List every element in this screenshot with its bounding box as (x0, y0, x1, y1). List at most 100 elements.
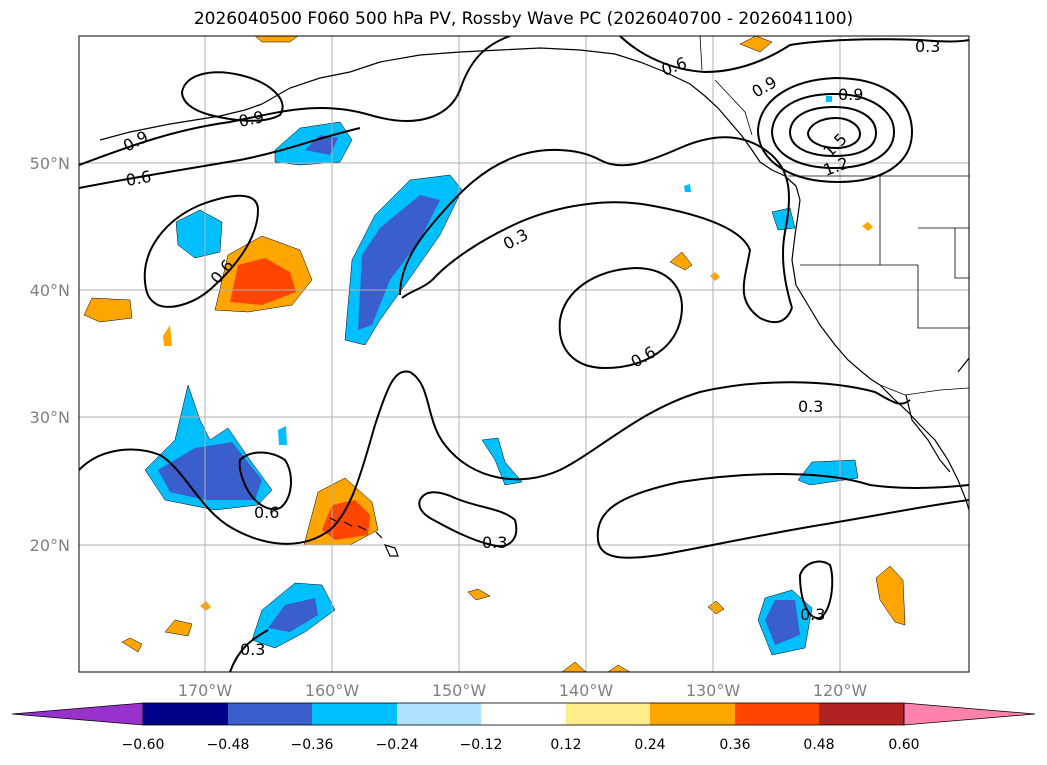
anomaly-orange-6 (164, 619, 193, 637)
map-frame (78, 35, 970, 673)
contour-label: 0.3 (482, 533, 507, 552)
contour-label: 0.3 (240, 640, 265, 659)
positive-pv-anomalies (83, 36, 906, 672)
negative-pv-anomalies (144, 96, 859, 656)
contour-bc-pv-inner (788, 105, 878, 158)
contour-bering-loop (180, 71, 284, 122)
contour-west-band-2 (79, 127, 361, 189)
pv-contours (79, 36, 969, 672)
colorbar-tick-label: −0.48 (207, 737, 250, 753)
lon-label-160w: 160°W (305, 681, 360, 700)
colorbar-extend-max (903, 702, 1036, 726)
contour-label: 0.6 (254, 503, 279, 522)
border-mountain-states (918, 227, 969, 279)
border-usa-mexico (879, 384, 969, 396)
anomaly-orange-8 (467, 588, 491, 601)
lat-label-50n: 50°N (30, 154, 70, 173)
contour-label: 0.3 (798, 397, 823, 416)
anomaly-orange-10 (739, 36, 773, 53)
contour-se-loop (798, 560, 834, 620)
colorbar: −0.60 −0.48 −0.36 −0.24 −0.12 0.12 0.24 … (11, 702, 1036, 753)
longitude-labels: 170°W 160°W 150°W 140°W 130°W 120°W (178, 681, 868, 700)
colorbar-tick-label: −0.36 (291, 737, 334, 753)
anomaly-dark-1 (305, 135, 338, 155)
contour-left-loop (143, 194, 260, 308)
anomaly-red-1 (230, 258, 296, 305)
colorbar-frame (142, 702, 905, 726)
gridlines (79, 36, 969, 672)
colorbar-tick-label: 0.48 (803, 737, 834, 753)
colorbar-segment (735, 703, 819, 725)
anomaly-blue-3 (175, 209, 223, 259)
contour-label: 0.3 (915, 37, 940, 56)
lat-label-20n: 20°N (30, 536, 70, 555)
anomaly-red-2 (322, 500, 370, 540)
contour-label: 0.9 (838, 85, 863, 104)
anomaly-orange-13 (607, 664, 631, 672)
border-west-states (800, 176, 969, 329)
anomaly-orange-11 (254, 36, 299, 43)
colorbar-tick-label: 0.24 (634, 737, 665, 753)
colorbar-tick-label: 0.12 (550, 737, 581, 753)
colorbar-tick-label: 0.36 (719, 737, 750, 753)
anomaly-blue-12 (826, 96, 832, 102)
contour-west-band (79, 36, 511, 166)
anomaly-dark-2 (358, 195, 440, 330)
map-title: 2026040500 F060 500 hPa PV, Rossby Wave … (193, 9, 854, 29)
lat-label-30n: 30°N (30, 408, 70, 427)
contour-ridge-inner (401, 201, 793, 324)
contour-bc-pv-outer (756, 76, 914, 184)
lon-label-130w: 130°W (686, 681, 741, 700)
coastline-aleutians (99, 103, 263, 141)
colorbar-extend-min (11, 702, 144, 726)
coastline-west-coast (791, 199, 881, 386)
contour-label: 0.9 (237, 107, 266, 131)
contour-south-band (418, 491, 518, 548)
lon-label-170w: 170°W (178, 681, 233, 700)
colorbar-tick-label: 0.60 (888, 737, 919, 753)
colorbar-segment (650, 703, 735, 725)
colorbar-segment (819, 703, 904, 725)
contour-label: 0.3 (800, 605, 825, 624)
anomaly-blue-8 (481, 437, 523, 486)
colorbar-segment (397, 703, 481, 725)
lat-label-40n: 40°N (30, 281, 70, 300)
anomaly-blue-10 (278, 426, 287, 445)
anomaly-orange-12 (561, 661, 587, 672)
anomaly-orange-7 (121, 637, 143, 653)
colorbar-segment (481, 703, 566, 725)
hawaii-islands (329, 517, 399, 557)
political-borders (699, 36, 969, 396)
anomaly-blue-11 (684, 184, 691, 192)
anomaly-orange-17 (862, 222, 873, 231)
latitude-labels: 50°N 40°N 30°N 20°N (30, 154, 70, 555)
anomaly-dark-6 (765, 600, 800, 645)
contour-ridge (399, 136, 793, 309)
anomaly-blue-9 (771, 207, 796, 231)
colorbar-segment (312, 703, 397, 725)
contour-small-loop (238, 451, 292, 511)
anomaly-orange-14 (163, 325, 172, 346)
anomaly-dark-5 (268, 598, 318, 632)
anomaly-orange-5 (669, 251, 693, 271)
coastline-mexico (957, 357, 969, 373)
contour-east-band (596, 473, 969, 541)
anomaly-orange-4 (875, 565, 906, 626)
colorbar-segment (566, 703, 650, 725)
map-area: 0.9 0.9 0.6 0.6 0.3 0.6 0.6 0.3 0.3 0.3 … (79, 36, 969, 672)
colorbar-tick-label: −0.60 (122, 737, 165, 753)
lon-label-140w: 140°W (559, 681, 614, 700)
contour-ne-top (619, 36, 969, 74)
contour-trough (79, 370, 911, 545)
anomaly-dark-4 (158, 442, 262, 500)
colorbar-tick-label: −0.12 (460, 737, 503, 753)
contour-label: 0.6 (124, 167, 152, 190)
contour-east-band-2 (597, 499, 969, 559)
lon-label-150w: 150°W (432, 681, 487, 700)
contour-bc-pv-mid (770, 92, 896, 170)
colorbar-segment (228, 703, 312, 725)
lon-label-120w: 120°W (813, 681, 868, 700)
border-alaska-canada (699, 36, 753, 136)
contour-inner-loop (558, 266, 683, 370)
